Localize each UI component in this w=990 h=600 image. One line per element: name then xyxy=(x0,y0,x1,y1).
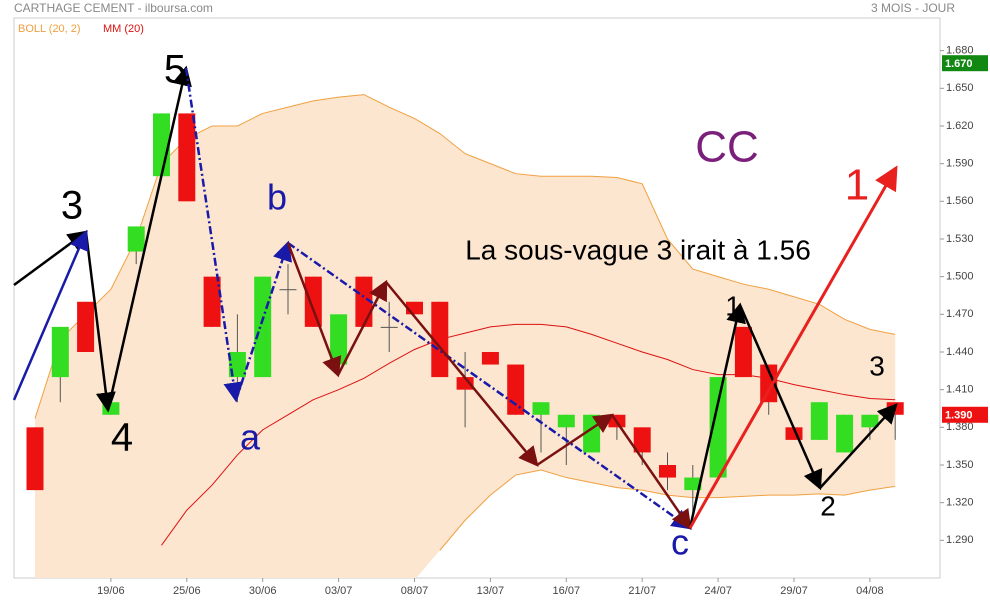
arrow xyxy=(738,304,823,491)
price-tag-label: 1.390 xyxy=(945,410,973,422)
candle-body xyxy=(51,326,69,378)
candle-body xyxy=(431,301,449,378)
y-tick-label: 1.620 xyxy=(946,120,974,132)
wave-label: 1 xyxy=(725,290,741,321)
x-tick-label: 30/06 xyxy=(249,585,277,597)
y-tick-label: 1.410 xyxy=(946,384,974,396)
candle-body xyxy=(557,414,575,428)
candle-body xyxy=(709,377,727,478)
legend-ma: MM (20) xyxy=(103,23,144,35)
candle-body xyxy=(178,113,196,202)
wave-label: 3 xyxy=(869,350,885,381)
candle-body xyxy=(861,414,879,428)
period: 3 MOIS - JOUR xyxy=(871,1,955,15)
price-tag xyxy=(942,55,988,72)
y-tick-label: 1.290 xyxy=(946,534,974,546)
arrow xyxy=(287,241,693,530)
arrow xyxy=(610,414,692,531)
x-tick-label: 03/07 xyxy=(325,585,353,597)
wave-label: 4 xyxy=(111,416,133,460)
wave-label: 3 xyxy=(61,184,83,228)
candle-body xyxy=(228,351,246,378)
y-tick-label: 1.350 xyxy=(946,459,974,471)
candle-body xyxy=(254,276,272,378)
x-tick-label: 21/07 xyxy=(628,585,656,597)
y-tick-label: 1.650 xyxy=(946,82,974,94)
candle-body xyxy=(330,314,348,365)
arrow xyxy=(106,65,192,411)
wave-label: 2 xyxy=(820,490,836,521)
candle-body xyxy=(633,427,651,453)
x-tick-label: 08/07 xyxy=(401,585,429,597)
x-tick-label: 19/06 xyxy=(97,585,125,597)
x-tick-label: 16/07 xyxy=(553,585,581,597)
wave-label: 5 xyxy=(164,48,186,92)
wave-label: c xyxy=(671,522,689,563)
plot xyxy=(26,94,904,578)
x-tick-label: 13/07 xyxy=(477,585,505,597)
annotations: 5 3 4 b a c 1 2 3 1 CC La sous-vague 3 i… xyxy=(61,48,885,563)
y-tick-label: 1.470 xyxy=(946,308,974,320)
y-tick-label: 1.500 xyxy=(946,271,974,283)
wave-label: a xyxy=(240,417,261,458)
arrow xyxy=(234,240,292,401)
candle-body xyxy=(26,427,44,491)
candle-body xyxy=(659,464,676,478)
candle-body xyxy=(507,364,525,415)
price-tag xyxy=(942,406,988,423)
candle-body xyxy=(810,402,828,440)
arrow xyxy=(819,403,898,489)
candle-body xyxy=(279,289,297,291)
candle-body xyxy=(481,351,499,365)
candle-body xyxy=(102,402,120,415)
candle-body xyxy=(760,364,778,403)
candle-body xyxy=(304,276,322,327)
arrow xyxy=(385,281,539,467)
candle-body xyxy=(684,477,702,491)
candle-body xyxy=(203,276,221,327)
arrow xyxy=(12,229,89,401)
candle-body xyxy=(532,402,550,415)
y-tick-label: 1.380 xyxy=(946,421,974,433)
legend-bands: BOLL (20, 2) xyxy=(18,23,81,35)
x-tick-label: 25/06 xyxy=(173,585,201,597)
axis: 1.680 1.650 1.620 1.590 1.560 1.530 1.500 1.470… xyxy=(97,45,988,597)
price-tag-label: 1.670 xyxy=(945,58,973,70)
y-tick-label: 1.530 xyxy=(946,233,974,245)
y-tick-label: 1.440 xyxy=(946,346,974,358)
arrow xyxy=(336,279,388,376)
x-tick-label: 29/07 xyxy=(780,585,808,597)
arrow xyxy=(688,302,746,529)
y-tick-label: 1.320 xyxy=(946,497,974,509)
arrow xyxy=(688,165,898,529)
chart-title: CARTHAGE CEMENT - ilboursa.com xyxy=(14,1,213,15)
x-tick-label: 24/07 xyxy=(704,585,732,597)
arrow xyxy=(286,242,342,378)
x-tick-label: 04/08 xyxy=(856,585,884,597)
wave-label: 1 xyxy=(845,161,869,210)
wave-label: b xyxy=(267,177,287,218)
y-tick-label: 1.680 xyxy=(946,45,974,57)
y-tick-label: 1.590 xyxy=(946,158,974,170)
candle-body xyxy=(456,377,474,390)
candle-body xyxy=(734,326,752,378)
cc-label: CC xyxy=(695,123,759,172)
candle-body xyxy=(380,326,398,328)
arrow xyxy=(84,231,116,413)
candle-body xyxy=(127,226,145,252)
y-tick-label: 1.560 xyxy=(946,195,974,207)
candle-body xyxy=(836,414,854,453)
candle-body xyxy=(77,301,95,352)
comment: La sous-vague 3 irait à 1.56 xyxy=(465,234,811,265)
arrow xyxy=(184,67,244,403)
wave-arrows xyxy=(12,65,898,531)
arrow xyxy=(536,413,615,467)
band-fill xyxy=(35,94,896,578)
